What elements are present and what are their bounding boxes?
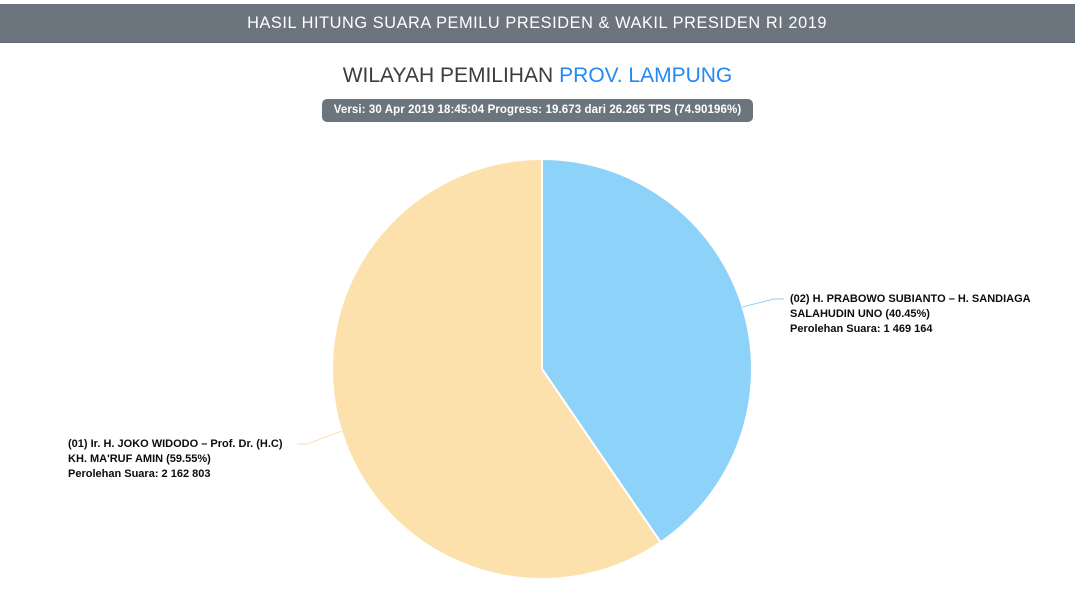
pie-label-line: SALAHUDIN UNO (40.45%) [790, 308, 930, 320]
status-badge-row: Versi: 30 Apr 2019 18:45:04 Progress: 19… [0, 99, 1075, 122]
page-title: WILAYAH PEMILIHAN PROV. LAMPUNG [0, 64, 1075, 88]
status-badge: Versi: 30 Apr 2019 18:45:04 Progress: 19… [321, 99, 754, 122]
pie-label-line: Perolehan Suara: 2 162 803 [68, 468, 211, 480]
app-header-bar: HASIL HITUNG SUARA PEMILU PRESIDEN & WAK… [0, 4, 1075, 43]
app-header-title: HASIL HITUNG SUARA PEMILU PRESIDEN & WAK… [247, 13, 828, 32]
pie-connector-02 [742, 298, 784, 308]
pie-label-line: Perolehan Suara: 1 469 164 [790, 323, 933, 335]
pie-connector-01 [297, 430, 342, 445]
pie-label-candidate-02: (02) H. PRABOWO SUBIANTO – H. SANDIAGA S… [790, 292, 1031, 337]
page-title-prefix: WILAYAH PEMILIHAN [342, 64, 554, 87]
pie-label-line: (01) Ir. H. JOKO WIDODO – Prof. Dr. (H.C… [68, 438, 283, 450]
pie-label-line: KH. MA'RUF AMIN (59.55%) [68, 453, 211, 465]
pie-slice-02[interactable] [541, 158, 753, 544]
pie-label-line: (02) H. PRABOWO SUBIANTO – H. SANDIAGA [790, 293, 1031, 305]
pie-label-candidate-01: (01) Ir. H. JOKO WIDODO – Prof. Dr. (H.C… [68, 437, 283, 482]
page-title-region: PROV. LAMPUNG [559, 64, 733, 87]
